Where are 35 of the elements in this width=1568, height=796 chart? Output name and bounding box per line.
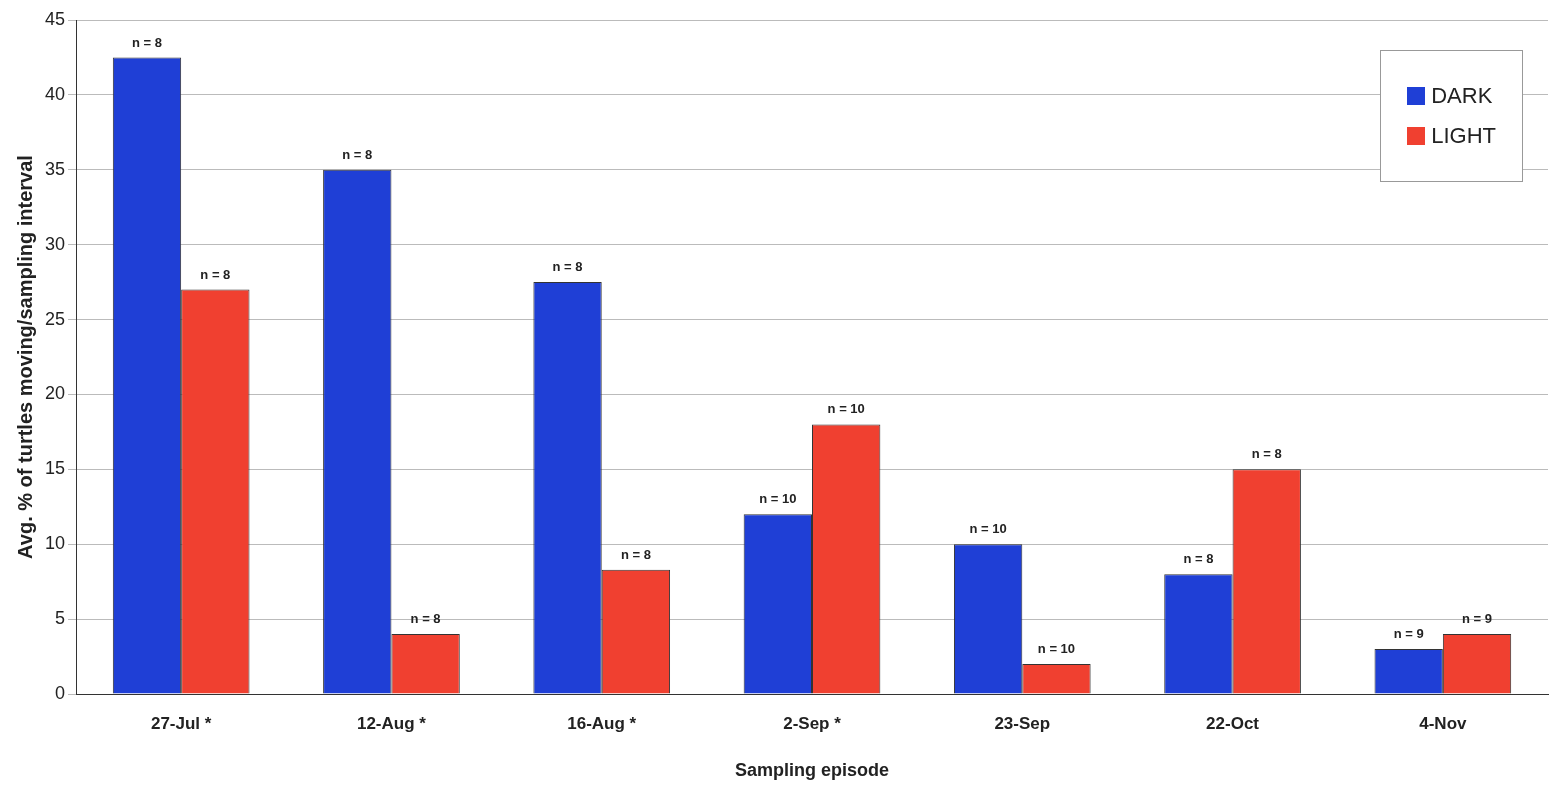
y-tick-label: 25 — [44, 308, 66, 329]
annotation: n = 8 — [552, 259, 583, 275]
x-tick-label: 22-Oct — [1206, 713, 1260, 733]
y-tick-label: 30 — [44, 233, 66, 254]
x-tick-label: 27-Jul * — [150, 713, 212, 733]
x-axis-title: Sampling episode — [735, 760, 890, 781]
annotation: n = 10 — [759, 491, 797, 507]
y-tick-label: 40 — [44, 83, 66, 104]
annotation: n = 8 — [1251, 446, 1282, 462]
annotation: n = 9 — [1393, 626, 1424, 642]
y-tick-label: 35 — [44, 158, 66, 179]
y-tick-label: 15 — [44, 458, 66, 479]
x-tick-label: 4-Nov — [1419, 713, 1468, 733]
annotation: n = 8 — [620, 546, 651, 562]
y-tick-label: 10 — [44, 533, 66, 554]
x-tick-label: 12-Aug * — [356, 713, 427, 733]
y-axis-title: Avg. % of turtles moving/sampling interval — [13, 155, 36, 559]
x-tick-label: 2-Sep * — [783, 713, 842, 733]
annotation: n = 10 — [969, 521, 1007, 537]
y-tick-label: 0 — [55, 682, 66, 703]
annotation: n = 8 — [131, 34, 162, 50]
annotation: n = 10 — [827, 401, 865, 417]
annotation: n = 8 — [342, 146, 373, 162]
y-tick-label: 20 — [44, 383, 66, 404]
annotation: n = 8 — [200, 266, 231, 282]
x-tick-label: 23-Sep — [994, 713, 1051, 733]
annotation: n = 10 — [1037, 641, 1076, 657]
y-tick-label: 45 — [44, 8, 66, 29]
annotation: n = 8 — [410, 611, 441, 627]
annotation: n = 8 — [1183, 551, 1214, 567]
y-tick-label: 5 — [55, 608, 66, 629]
legend-label: DARK — [1431, 83, 1493, 109]
legend-label: LIGHT — [1431, 123, 1496, 149]
x-tick-label: 16-Aug * — [567, 713, 637, 733]
annotation: n = 9 — [1462, 611, 1493, 627]
